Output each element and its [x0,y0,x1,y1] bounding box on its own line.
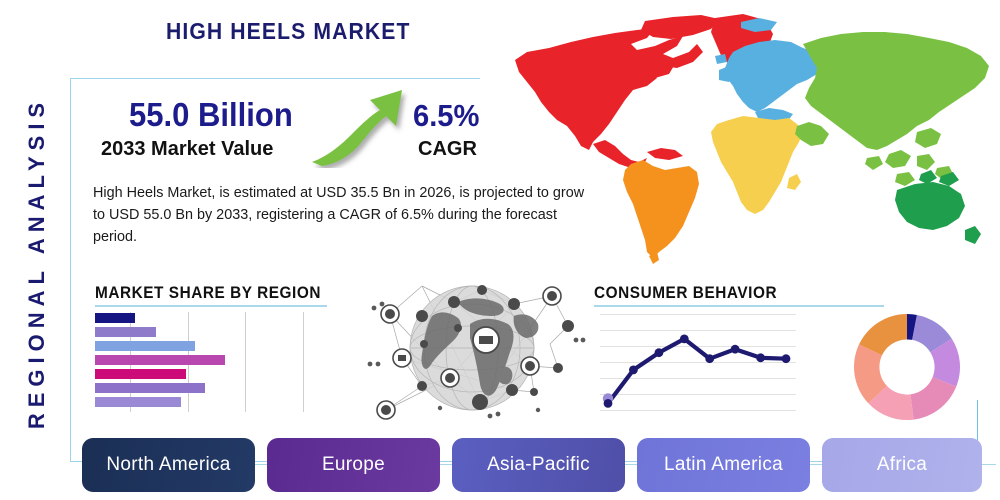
region-connector-end [982,464,996,466]
region-button-europe[interactable]: Europe [267,438,440,492]
region-connector [440,464,452,466]
market-share-heading: MARKET SHARE BY REGION [95,284,321,302]
region-button-label: Africa [876,454,928,475]
bar-5 [95,369,186,379]
region-button-bar: North America Europe Asia-Pacific Latin Ame… [82,438,996,492]
bar-3 [95,341,195,351]
market-share-rule [95,305,327,307]
donut-segment-2 [912,314,952,353]
region-connector [625,464,637,466]
region-button-label: North America [106,454,231,475]
page-title: HIGH HEELS MARKET [166,18,411,44]
global-network-globe-icon [362,268,590,428]
market-description: High Heels Market, is estimated at USD 3… [93,185,585,245]
region-button-label: Europe [321,454,386,475]
donut-segment-6 [853,344,887,404]
region-button-label: Asia-Pacific [487,454,590,475]
bar-1 [95,313,135,323]
market-value-stat: 55.0 Billion [129,96,293,133]
region-donut-chart [851,311,963,423]
bar-6 [95,383,205,393]
donut-segment-3 [930,338,961,387]
donut-segment-7 [859,314,907,356]
vertical-section-label: REGIONAL ANALYSIS [24,96,49,430]
market-share-bar-chart [95,312,335,412]
donut-segment-1 [907,314,917,340]
consumer-behavior-heading: CONSUMER BEHAVIOR [594,284,778,302]
donut-segment-5 [868,385,914,420]
growth-arrow-icon [310,86,410,168]
region-button-label: Latin America [663,454,783,475]
bar-2 [95,327,156,337]
cagr-caption: CAGR [418,138,477,160]
bar-7 [95,397,181,407]
region-button-latin-america[interactable]: Latin America [637,438,810,492]
region-connector [810,464,822,466]
region-button-asia-pacific[interactable]: Asia-Pacific [452,438,625,492]
region-button-north-america[interactable]: North America [82,438,255,492]
consumer-behavior-rule [594,305,884,307]
region-connector [255,464,267,466]
consumer-behavior-line-chart [600,312,796,412]
region-button-africa[interactable]: Africa [822,438,982,492]
cagr-stat: 6.5% [413,98,480,133]
market-value-caption: 2033 Market Value [101,138,274,160]
bar-4 [95,355,225,365]
donut-segment-4 [910,377,957,420]
world-map-icon [497,8,997,266]
